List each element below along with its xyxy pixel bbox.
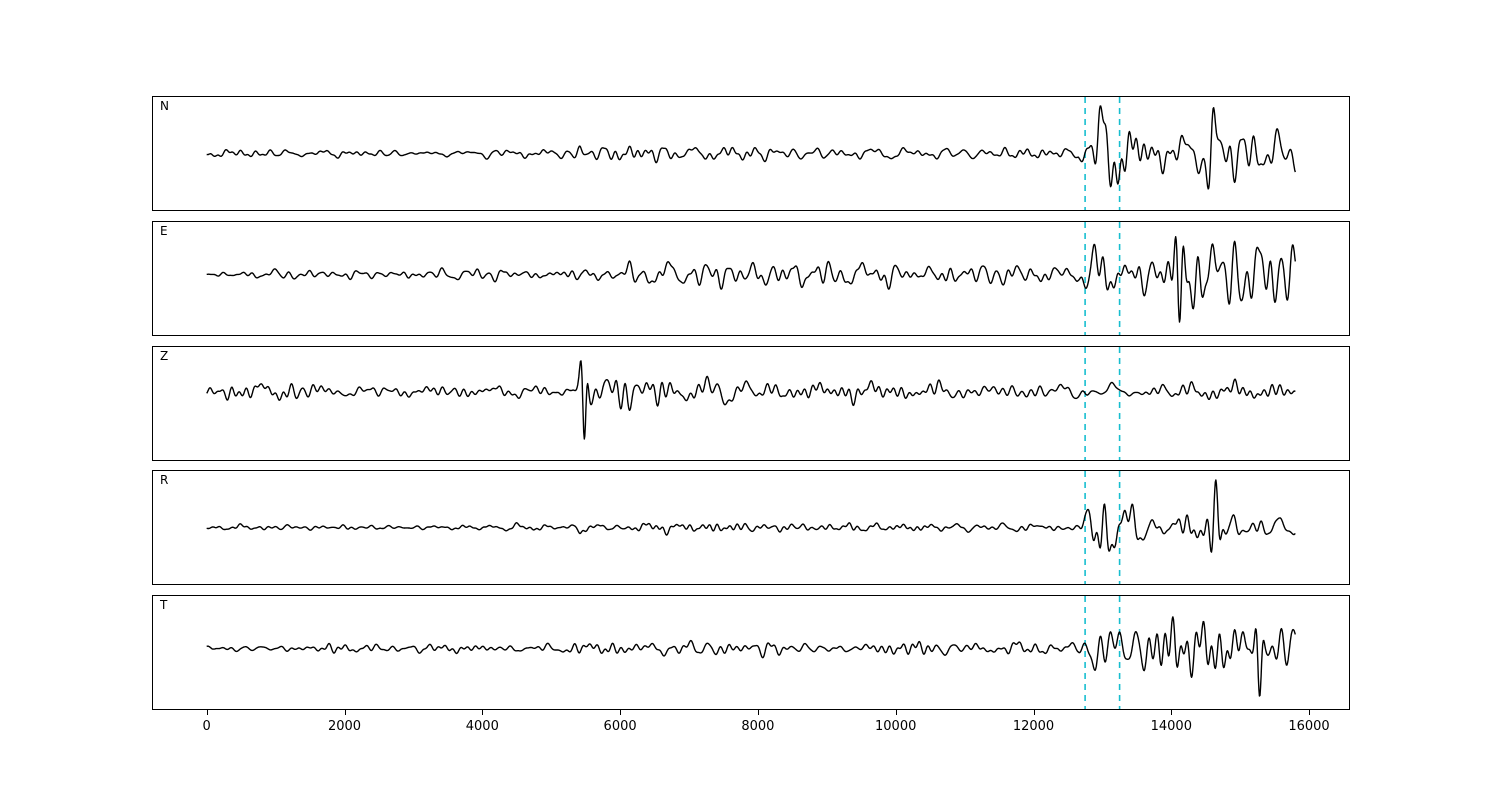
x-tick-label: 12000 (1012, 719, 1055, 734)
waveform-trace (206, 235, 1296, 323)
panel-label: R (160, 473, 169, 488)
x-tick-label: 8000 (741, 719, 775, 734)
x-tick-label: 0 (202, 719, 211, 734)
x-tick-label: 2000 (327, 719, 362, 734)
waveform-trace (206, 359, 1296, 440)
x-tick-mark (1171, 710, 1173, 715)
x-tick-mark (344, 710, 346, 715)
waveform-trace (206, 616, 1296, 697)
waveform-plot (206, 97, 1296, 210)
waveform-trace (206, 479, 1296, 554)
x-tick-mark (206, 710, 208, 715)
panel-label: N (160, 99, 169, 113)
x-tick-label: 6000 (603, 719, 637, 734)
x-tick-label: 4000 (465, 719, 499, 734)
panel-label: E (160, 223, 168, 238)
x-tick-label: 16000 (1288, 719, 1330, 734)
x-tick-mark (1033, 710, 1035, 715)
x-tick-mark (895, 710, 897, 715)
x-tick-mark (620, 710, 622, 715)
panel-Z: Z (152, 345, 1350, 461)
panel-E: E (152, 220, 1350, 336)
x-tick-mark (757, 710, 759, 715)
panel-label: T (160, 598, 168, 612)
x-tick-mark (1309, 710, 1310, 715)
waveform-plot (206, 346, 1296, 460)
panel-T: T (152, 595, 1350, 710)
x-tick-mark (482, 710, 484, 715)
panel-N: N (152, 96, 1350, 211)
panel-R: R (152, 470, 1350, 586)
x-tick-label: 14000 (1150, 719, 1192, 734)
waveform-plot (206, 221, 1296, 335)
waveform-plot (206, 471, 1296, 585)
x-tick-label: 10000 (875, 719, 917, 734)
panel-label: Z (160, 348, 169, 363)
waveform-plot (206, 596, 1296, 709)
waveform-trace (206, 105, 1296, 190)
